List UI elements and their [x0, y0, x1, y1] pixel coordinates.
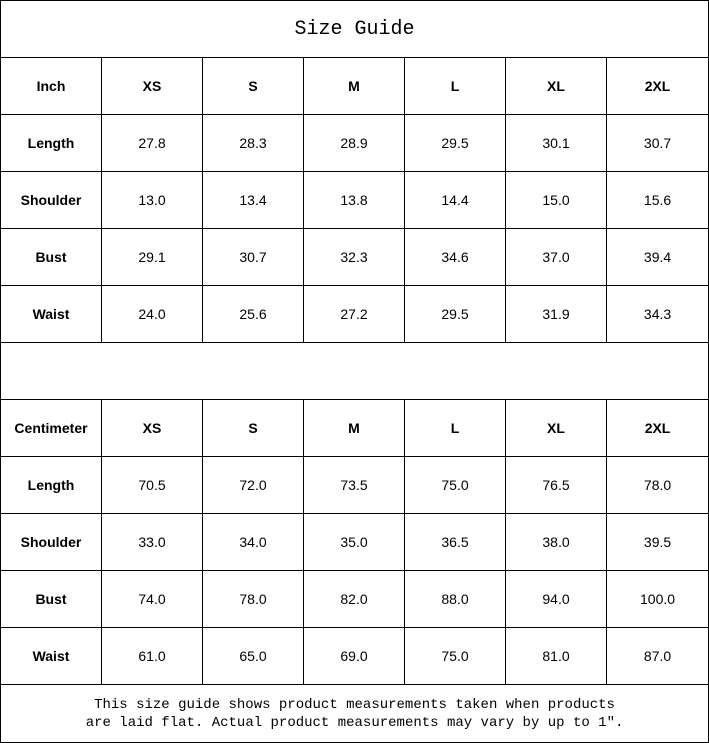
unit-label: Inch: [0, 57, 102, 115]
table-row: Shoulder 13.0 13.4 13.8 14.4 15.0 15.6: [0, 171, 709, 229]
measurement-value: 82.0: [303, 570, 405, 628]
measurement-label: Shoulder: [0, 171, 102, 229]
measurement-value: 78.0: [605, 456, 709, 514]
measurement-value: 65.0: [202, 627, 304, 685]
measurement-value: 78.0: [202, 570, 304, 628]
table-row: Bust 74.0 78.0 82.0 88.0 94.0 100.0: [0, 570, 709, 628]
size-header: S: [202, 399, 304, 457]
measurement-label: Bust: [0, 570, 102, 628]
measurement-value: 37.0: [505, 228, 607, 286]
table-row: Waist 24.0 25.6 27.2 29.5 31.9 34.3: [0, 285, 709, 343]
measurement-value: 75.0: [404, 456, 506, 514]
measurement-value: 28.3: [202, 114, 304, 172]
measurement-value: 39.5: [605, 513, 709, 571]
table-row: Waist 61.0 65.0 69.0 75.0 81.0 87.0: [0, 627, 709, 685]
measurement-value: 34.3: [605, 285, 709, 343]
measurement-value: 94.0: [505, 570, 607, 628]
measurement-value: 76.5: [505, 456, 607, 514]
measurement-label: Waist: [0, 627, 102, 685]
measurement-value: 27.2: [303, 285, 405, 343]
spacer-row: [0, 342, 709, 400]
size-header: L: [404, 399, 506, 457]
measurement-value: 35.0: [303, 513, 405, 571]
measurement-value: 30.7: [605, 114, 709, 172]
measurement-value: 15.0: [505, 171, 607, 229]
measurement-value: 87.0: [605, 627, 709, 685]
size-header: L: [404, 57, 506, 115]
note-line-1: This size guide shows product measuremen…: [94, 696, 615, 713]
measurement-value: 13.4: [202, 171, 304, 229]
measurement-value: 29.1: [101, 228, 203, 286]
table-row: Length 27.8 28.3 28.9 29.5 30.1 30.7: [0, 114, 709, 172]
size-header: XL: [505, 57, 607, 115]
measurement-value: 61.0: [101, 627, 203, 685]
measurement-label: Waist: [0, 285, 102, 343]
measurement-value: 33.0: [101, 513, 203, 571]
size-note: This size guide shows product measuremen…: [0, 684, 709, 743]
measurement-label: Bust: [0, 228, 102, 286]
size-header: M: [303, 57, 405, 115]
measurement-value: 30.7: [202, 228, 304, 286]
size-header: S: [202, 57, 304, 115]
page-title: Size Guide: [0, 0, 709, 58]
size-header: 2XL: [605, 399, 709, 457]
measurement-value: 75.0: [404, 627, 506, 685]
measurement-value: 88.0: [404, 570, 506, 628]
measurement-value: 27.8: [101, 114, 203, 172]
measurement-value: 31.9: [505, 285, 607, 343]
measurement-value: 38.0: [505, 513, 607, 571]
size-header: XS: [101, 57, 203, 115]
measurement-value: 36.5: [404, 513, 506, 571]
measurement-value: 72.0: [202, 456, 304, 514]
size-header: XS: [101, 399, 203, 457]
note-line-2: are laid flat. Actual product measuremen…: [85, 714, 624, 731]
measurement-value: 34.0: [202, 513, 304, 571]
measurement-value: 34.6: [404, 228, 506, 286]
table-row: Length 70.5 72.0 73.5 75.0 76.5 78.0: [0, 456, 709, 514]
size-header: 2XL: [605, 57, 709, 115]
measurement-value: 29.5: [404, 285, 506, 343]
measurement-value: 24.0: [101, 285, 203, 343]
measurement-label: Length: [0, 456, 102, 514]
measurement-value: 70.5: [101, 456, 203, 514]
measurement-value: 13.0: [101, 171, 203, 229]
inch-header-row: Inch XS S M L XL 2XL: [0, 57, 709, 115]
size-header: XL: [505, 399, 607, 457]
measurement-value: 28.9: [303, 114, 405, 172]
measurement-value: 81.0: [505, 627, 607, 685]
unit-label: Centimeter: [0, 399, 102, 457]
measurement-value: 30.1: [505, 114, 607, 172]
table-row: Shoulder 33.0 34.0 35.0 36.5 38.0 39.5: [0, 513, 709, 571]
size-header: M: [303, 399, 405, 457]
table-row: Bust 29.1 30.7 32.3 34.6 37.0 39.4: [0, 228, 709, 286]
measurement-value: 39.4: [605, 228, 709, 286]
measurement-value: 100.0: [605, 570, 709, 628]
measurement-label: Length: [0, 114, 102, 172]
cm-header-row: Centimeter XS S M L XL 2XL: [0, 399, 709, 457]
measurement-value: 74.0: [101, 570, 203, 628]
measurement-value: 69.0: [303, 627, 405, 685]
measurement-value: 29.5: [404, 114, 506, 172]
measurement-value: 13.8: [303, 171, 405, 229]
measurement-value: 73.5: [303, 456, 405, 514]
measurement-value: 15.6: [605, 171, 709, 229]
measurement-value: 25.6: [202, 285, 304, 343]
measurement-value: 14.4: [404, 171, 506, 229]
measurement-value: 32.3: [303, 228, 405, 286]
measurement-label: Shoulder: [0, 513, 102, 571]
